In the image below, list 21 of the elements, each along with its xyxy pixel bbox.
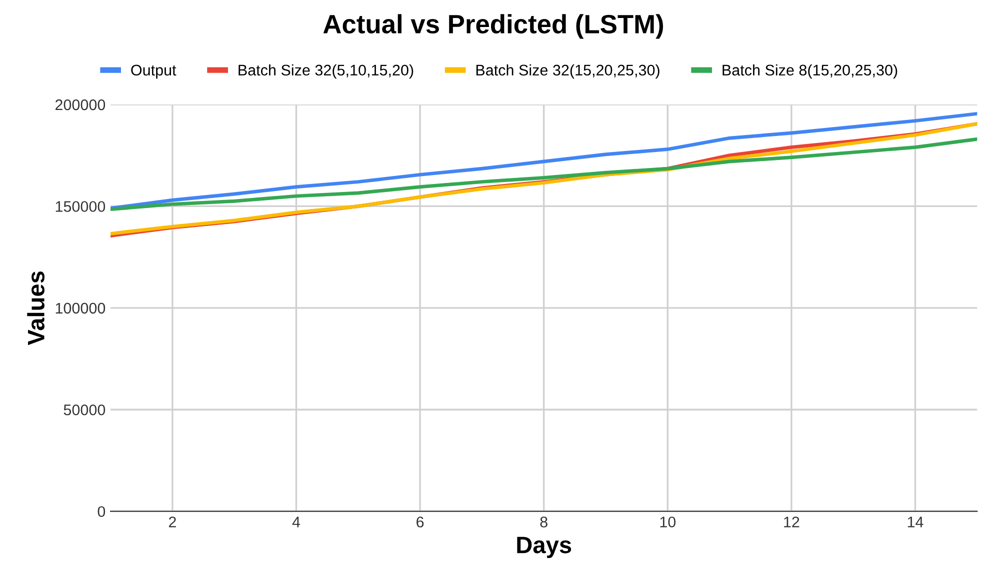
x-tick-label: 14 [908,516,924,528]
x-axis-title: Days [517,536,572,558]
legend-label: Batch Size 8(15,20,25,30) [722,64,898,79]
legend-label: Output [131,64,176,79]
x-tick-label: 4 [292,516,300,528]
y-tick-label: 0 [98,506,106,518]
y-tick-label: 100000 [56,302,106,314]
x-tick-label: 6 [416,516,424,528]
chart-title: Actual vs Predicted (LSTM) [323,14,664,39]
x-tick-label: 12 [784,516,800,528]
y-tick-label: 50000 [64,404,106,416]
y-tick-label: 150000 [56,201,106,212]
legend-label: Batch Size 32(5,10,15,20) [238,64,414,79]
y-axis-title: Values [27,271,44,346]
legend-label: Batch Size 32(15,20,25,30) [476,64,660,79]
line-series [110,112,978,210]
x-tick-label: 10 [660,516,676,528]
y-tick-label: 200000 [55,99,106,110]
x-tick-label: 2 [168,516,176,528]
x-tick-label: 8 [540,516,548,528]
line-series [110,137,978,212]
